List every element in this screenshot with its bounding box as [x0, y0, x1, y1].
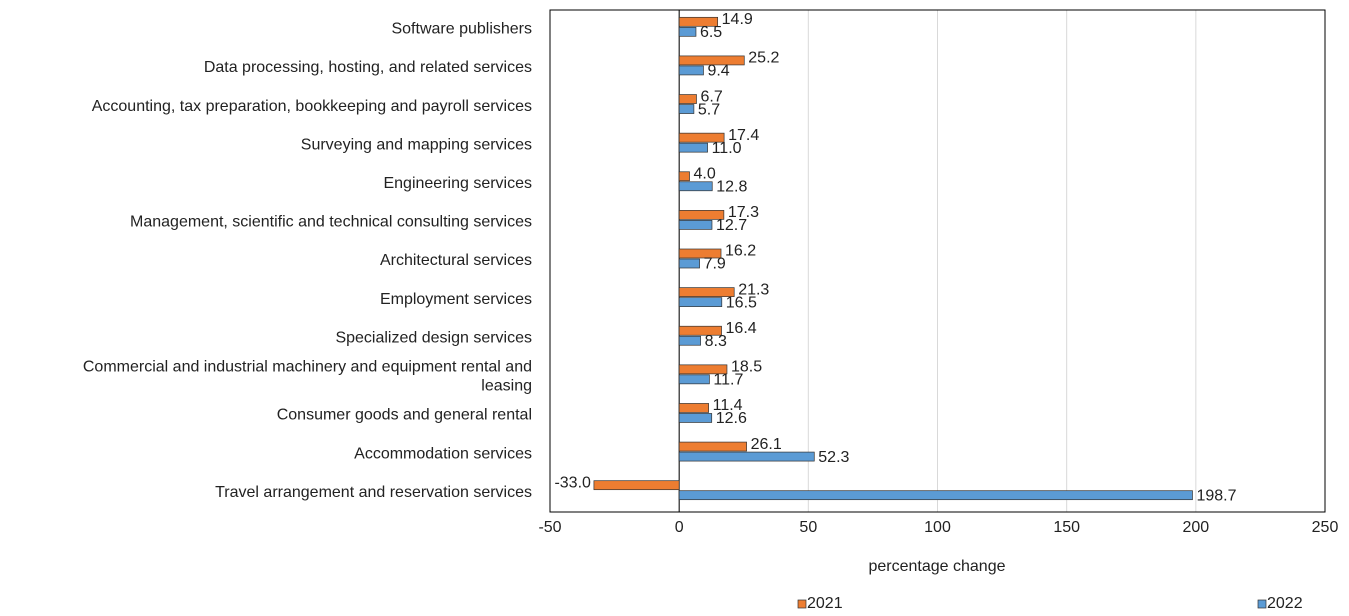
x-tick-label: 200	[1182, 519, 1209, 536]
y-tick-label: Employment services	[380, 291, 532, 308]
bar	[678, 413, 713, 423]
y-tick-label: Software publishers	[391, 21, 532, 38]
y-tick-label: Accounting, tax preparation, bookkeeping…	[92, 98, 532, 115]
bar	[678, 132, 725, 143]
bar	[593, 480, 680, 491]
bar	[678, 297, 723, 307]
x-tick-label: 100	[924, 519, 951, 536]
legend-swatch	[1257, 599, 1267, 609]
value-label: 21.3	[738, 281, 769, 298]
value-label: 12.6	[716, 410, 747, 427]
bar	[678, 364, 728, 375]
x-tick-label: 0	[675, 519, 684, 536]
value-label: 7.9	[704, 256, 726, 273]
x-axis-label: percentage change	[869, 558, 1006, 575]
value-label: 12.8	[716, 178, 747, 195]
y-tick-label: Consumer goods and general rental	[277, 407, 532, 424]
x-tick-label: -50	[538, 519, 561, 536]
y-tick-label: Travel arrangement and reservation servi…	[215, 484, 532, 501]
value-label: 5.7	[698, 101, 720, 118]
bar	[678, 403, 709, 413]
value-label: 17.4	[728, 127, 759, 144]
plot-border	[549, 9, 1326, 513]
bar	[678, 55, 745, 66]
y-tick-label: Commercial and industrial machinery and …	[83, 359, 532, 395]
y-tick-label: Surveying and mapping services	[301, 136, 532, 153]
bar	[678, 104, 695, 114]
bar	[678, 210, 725, 220]
y-tick-label: Data processing, hosting, and related se…	[204, 59, 532, 76]
bar	[678, 441, 747, 452]
bar	[678, 287, 735, 297]
value-label: 16.5	[726, 294, 757, 311]
bar	[678, 171, 690, 182]
value-label: 11.4	[713, 397, 743, 414]
y-tick-label: Management, scientific and technical con…	[130, 214, 532, 231]
x-tick-label: 50	[799, 519, 817, 536]
legend-label: 2022	[1267, 595, 1303, 612]
y-tick-label: Accommodation services	[354, 445, 532, 462]
value-label: 12.7	[716, 217, 747, 234]
bar	[678, 16, 719, 27]
value-label: 52.3	[818, 449, 849, 466]
bar	[678, 374, 710, 385]
bar	[678, 451, 815, 462]
y-tick-label: Architectural services	[380, 252, 532, 269]
value-label: 16.4	[726, 320, 757, 337]
value-label: 8.3	[705, 333, 727, 350]
x-tick-label: 150	[1053, 519, 1080, 536]
bar	[678, 258, 700, 269]
value-label: 25.2	[748, 50, 779, 67]
x-tick-label: 250	[1312, 519, 1339, 536]
bar	[678, 220, 713, 230]
value-label: 16.2	[725, 243, 756, 260]
legend-label: 2021	[807, 595, 843, 612]
value-label: 11.7	[713, 372, 743, 389]
y-tick-label: Specialized design services	[335, 329, 532, 346]
value-label: 6.5	[700, 24, 722, 41]
bar	[678, 142, 708, 153]
value-label: 198.7	[1196, 487, 1236, 504]
bar	[678, 325, 722, 336]
bar	[678, 65, 704, 76]
bar	[678, 181, 713, 192]
bar	[678, 490, 1193, 501]
value-label: 18.5	[731, 359, 762, 376]
legend-swatch	[797, 599, 807, 609]
bar	[678, 26, 697, 37]
value-label: 4.0	[694, 165, 716, 182]
value-label: 6.7	[700, 88, 722, 105]
bar	[678, 335, 701, 346]
bar	[678, 94, 697, 104]
value-label: -33.0	[554, 474, 591, 491]
value-label: 14.9	[722, 11, 753, 28]
bar	[678, 248, 722, 259]
value-label: 9.4	[707, 63, 729, 80]
value-label: 17.3	[728, 204, 759, 221]
y-tick-label: Engineering services	[383, 175, 532, 192]
value-label: 26.1	[751, 436, 782, 453]
value-label: 11.0	[712, 140, 742, 157]
